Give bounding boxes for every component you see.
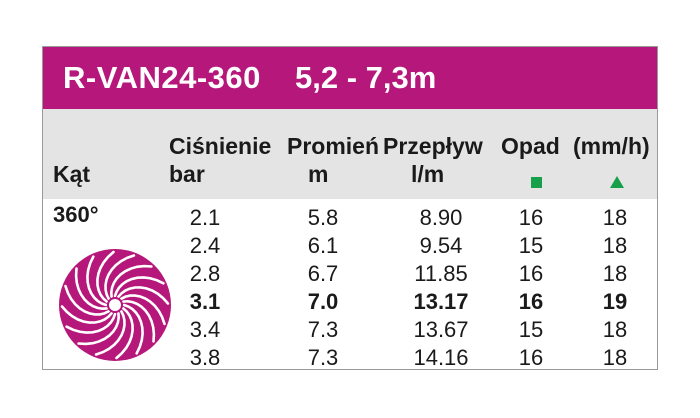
pressure-value: 2.1: [189, 205, 221, 230]
header-angle: Kąt: [53, 161, 91, 187]
precip-triangle-value: 18: [602, 345, 628, 370]
pressure-value: 3.8: [189, 345, 221, 370]
pressure-value: 3.1: [189, 289, 221, 314]
swirl-line: [86, 255, 108, 307]
radius-value: 6.1: [307, 233, 339, 258]
precip-square-value: 15: [518, 317, 544, 342]
header-pressure: Ciśnienie: [169, 133, 272, 159]
swirl-line: [60, 305, 113, 324]
spec-table-card: R-VAN24-360 5,2 - 7,3m Kąt Ciśnienie bar…: [42, 46, 658, 370]
header-radius-unit: m: [308, 161, 329, 187]
swirl-line: [65, 312, 117, 334]
header-flow: Przepływ: [383, 133, 483, 159]
header-precipitation: Opad: [501, 133, 560, 159]
precip-square-value: 16: [518, 289, 544, 314]
table-row: 3.1 7.0 13.17 16 19: [43, 289, 657, 315]
swirl-line: [122, 300, 156, 343]
radius-value: 7.3: [307, 345, 339, 370]
model-name: R-VAN24-360: [63, 60, 261, 95]
flow-value: 9.54: [419, 233, 463, 258]
spray-pattern-hub: [107, 297, 123, 313]
precip-triangle-value: 18: [602, 261, 628, 286]
pressure-value: 2.8: [189, 261, 221, 286]
square-marker-icon: [531, 177, 542, 188]
precip-square-value: 16: [518, 205, 544, 230]
table-row: 3.4 7.3 13.67 15 18: [43, 317, 657, 343]
precip-triangle-value: 18: [602, 233, 628, 258]
pressure-value: 2.4: [189, 233, 221, 258]
precip-square-value: 16: [518, 345, 544, 370]
swirl-line: [64, 284, 110, 316]
radius-value: 5.8: [307, 205, 339, 230]
spray-pattern-swirls: [60, 250, 170, 360]
header-precipitation-unit: (mm/h): [573, 133, 650, 159]
header-flow-unit: l/m: [411, 161, 445, 187]
precip-triangle-value: 18: [602, 205, 628, 230]
flow-value: 14.16: [413, 345, 469, 370]
swirl-line: [77, 312, 120, 346]
swirl-line: [113, 276, 165, 298]
radius-value: 7.0: [307, 289, 339, 314]
swirl-line: [74, 267, 108, 310]
title-bar: R-VAN24-360 5,2 - 7,3m: [43, 47, 657, 109]
header-pressure-unit: bar: [169, 161, 205, 187]
pressure-value: 3.4: [189, 317, 221, 342]
flow-value: 13.17: [413, 289, 469, 314]
table-row: 2.1 5.8 8.90 16 18: [43, 205, 657, 231]
header-band: [43, 109, 657, 199]
precip-triangle-value: 18: [602, 317, 628, 342]
swirl-line: [120, 294, 166, 326]
table-row: 2.4 6.1 9.54 15 18: [43, 233, 657, 259]
swirl-line: [122, 303, 144, 355]
swirl-line: [110, 264, 153, 298]
swirl-line: [115, 307, 134, 360]
precip-square-value: 16: [518, 261, 544, 286]
precip-square-value: 15: [518, 233, 544, 258]
flow-value: 11.85: [414, 261, 468, 286]
header-radius: Promień: [287, 133, 380, 159]
radius-value: 6.7: [307, 261, 339, 286]
angle-value: 360°: [53, 202, 99, 227]
swirl-line: [94, 310, 126, 356]
precip-triangle-value: 19: [602, 289, 628, 314]
flow-value: 8.90: [419, 205, 463, 230]
table-row: 2.8 6.7 11.85 16 18: [43, 261, 657, 287]
triangle-marker-icon: [610, 176, 624, 188]
flow-value: 13.67: [413, 317, 469, 342]
radius-value: 7.3: [307, 317, 339, 342]
spray-pattern-icon: [59, 249, 171, 361]
radius-range: 5,2 - 7,3m: [295, 60, 437, 95]
swirl-line: [96, 250, 115, 303]
swirl-line: [104, 254, 136, 300]
swirl-line: [117, 286, 170, 305]
table-row: 3.8 7.3 14.16 16 18: [43, 345, 657, 370]
